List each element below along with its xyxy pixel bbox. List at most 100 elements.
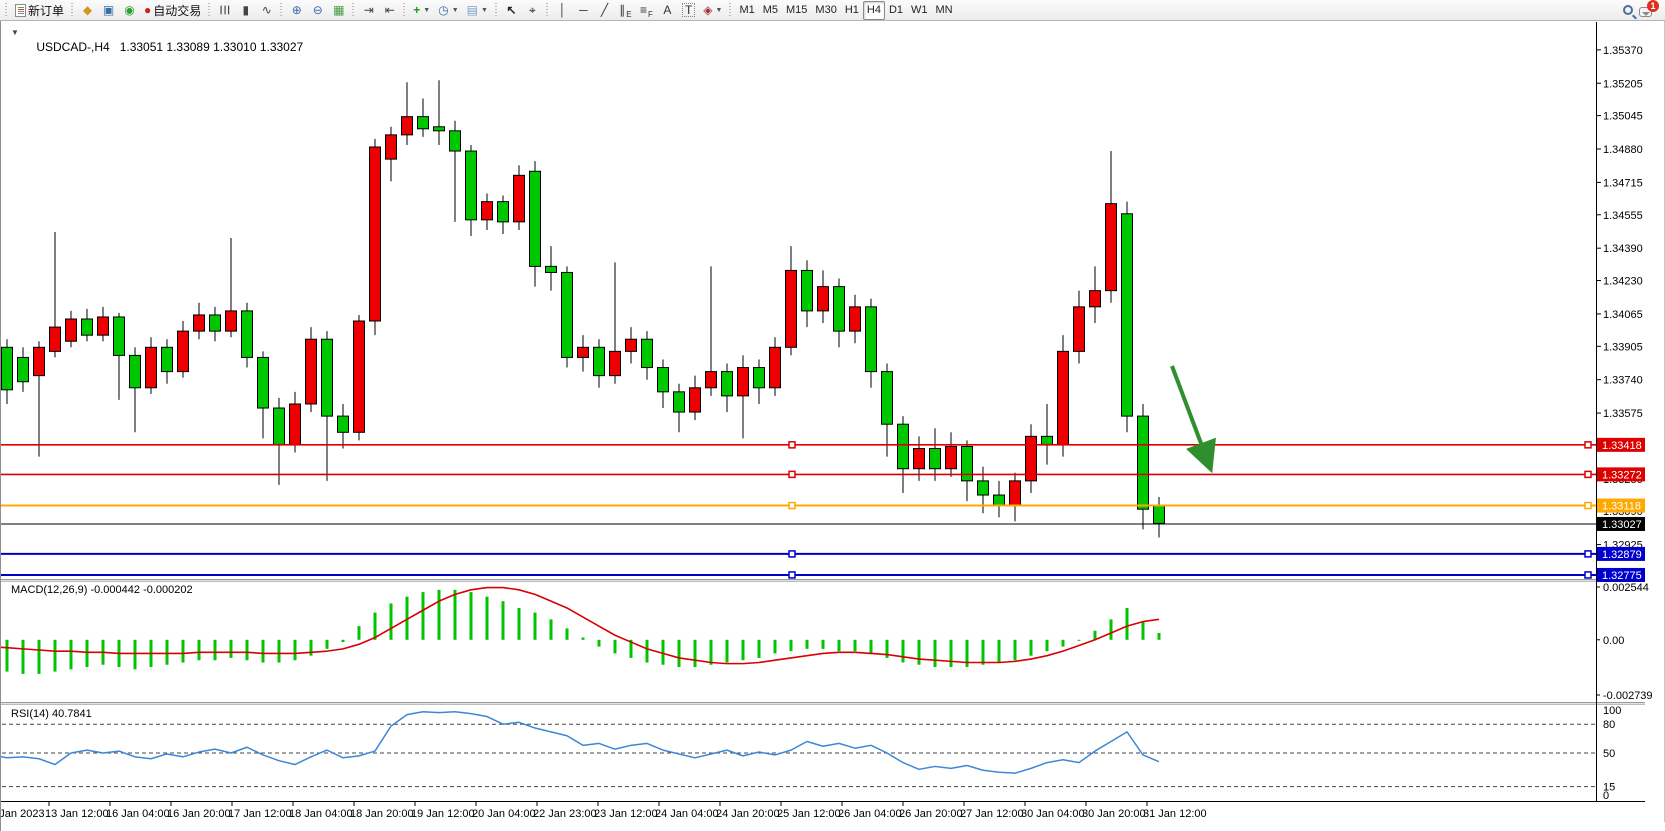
candle [977,480,989,496]
candle [209,314,221,332]
line-handle[interactable] [1584,470,1592,479]
zoom-in-icon: ⊕ [291,3,302,17]
market-watch-button[interactable]: ▣ [98,1,119,20]
search-icon[interactable] [1623,5,1633,15]
one-click-toggle-icon[interactable]: ▼ [11,28,19,37]
candlestick-button[interactable]: ▮ [235,1,256,20]
line-chart-button[interactable]: ∿ [256,1,277,20]
macd-histogram-bar [437,589,441,640]
toolbar-grip [278,2,286,18]
macd-histogram-bar [965,639,969,668]
gold-box-icon: ◆ [82,3,93,17]
fibonacci-button[interactable]: ≡ F [636,1,657,20]
timeframe-d1[interactable]: D1 [885,1,907,20]
tile-windows-button[interactable]: ▦ [328,1,349,20]
candle [1137,415,1149,510]
line-handle[interactable] [1584,501,1592,510]
arrows-button[interactable]: ◈ ▼ [699,1,726,20]
periods-button[interactable]: ◷ ▼ [434,1,462,20]
macd-histogram-bar [69,639,73,670]
line-handle[interactable] [1584,571,1592,579]
macd-histogram-bar [949,639,953,668]
charts-box-button[interactable]: ◆ [77,1,98,20]
candle [1105,203,1117,292]
macd-histogram-bar [1029,639,1033,656]
price-line-badge-label: 1.33118 [1602,501,1641,513]
line-handle[interactable] [788,550,796,558]
timeframe-m5[interactable]: M5 [759,1,782,20]
bar-chart-button[interactable]: ☰ [214,1,235,20]
price-tick-label: 1.34555 [1603,210,1643,222]
chevron-down-icon[interactable]: ▼ [481,6,488,14]
trendline-button[interactable]: ╱ [594,1,615,20]
macd-histogram-bar [917,639,921,665]
macd-histogram-bar [21,639,25,674]
vertical-line-icon: │ [558,3,567,17]
price-tick-label: 1.34715 [1603,177,1643,189]
price-chart-canvas[interactable]: 1.35370 1.35205 1.35045 1.34880 1.34715 1.345… [1,21,1665,831]
price-tick-label: 1.34390 [1603,243,1643,255]
chart-window[interactable]: 1.35370 1.35205 1.35045 1.34880 1.34715 1.345… [0,21,1665,831]
rsi-axis-label: 15 [1603,782,1615,794]
macd-histogram-bar [565,628,569,640]
line-handle[interactable] [788,571,796,579]
zoom-in-button[interactable]: ⊕ [286,1,307,20]
macd-histogram-bar [421,592,425,640]
chat-button[interactable]: 1 [1639,0,1659,18]
chevron-down-icon[interactable]: ▼ [715,6,723,14]
timeframe-w1[interactable]: W1 [907,1,932,20]
line-chart-icon: ∿ [261,3,272,17]
candle [897,423,909,470]
text-button[interactable]: A [657,1,678,20]
toolbar-groups: 新订单 ◆ ▣ ◉ ● 自动交易 ☰ ▮ ∿ ⊕ ⊖ ▦ ⇥ ⇤ + ▼ ◷ ▼ ▤ ▼ ↖ ⌖ │ ─ ╱ ∥ E ≡ F A T ◈ ▼ M1… [2,0,1623,20]
indicators-button[interactable]: + ▼ [409,1,434,20]
time-tick-label: 25 Jan 12:00 [777,808,841,820]
horizontal-line-button[interactable]: ─ [573,1,594,20]
line-handle[interactable] [788,501,796,510]
macd-histogram-bar [901,639,905,663]
timeframe-mn[interactable]: MN [932,1,957,20]
annotation-arrow[interactable] [1170,365,1216,474]
chart-shift-button[interactable]: ⇤ [379,1,400,20]
time-tick-label: 31 Jan 12:00 [1143,808,1207,820]
timeframe-h4[interactable]: H4 [862,0,885,20]
time-tick-label: 30 Jan 20:00 [1082,808,1146,820]
line-handle[interactable] [788,441,796,449]
candle [1089,290,1101,308]
autotrading-button[interactable]: ● 自动交易 [140,1,205,20]
pane-splitter[interactable] [1,702,1645,705]
templates-button[interactable]: ▤ ▼ [463,1,492,20]
candle [993,494,1005,506]
current-price-badge-label: 1.33027 [1602,519,1642,531]
crosshair-button[interactable]: ⌖ [522,1,543,20]
timeframe-m1[interactable]: M1 [735,1,758,20]
candle [849,306,861,332]
line-handle[interactable] [788,470,796,479]
time-axis-strip [1,822,1665,831]
timeframe-m1-label: M1 [739,4,755,16]
line-handle[interactable] [1584,550,1592,558]
equidistant-channel-button[interactable]: ∥ E [615,1,636,20]
pane-splitter[interactable] [1,579,1645,582]
timeframe-h1[interactable]: H1 [841,1,863,20]
line-handle[interactable] [1584,441,1592,449]
time-tick-label: 30 Jan 04:00 [1021,808,1085,820]
rsi-label: RSI(14) 40.7841 [11,708,92,720]
vertical-line-button[interactable]: │ [552,1,573,20]
toolbar-grip [727,2,735,18]
macd-axis-label: -0.002739 [1603,690,1653,702]
candle [353,320,365,433]
auto-scroll-button[interactable]: ⇥ [358,1,379,20]
cursor-button[interactable]: ↖ [501,1,522,20]
new-order-button[interactable]: 新订单 [11,1,68,20]
timeframe-m15[interactable]: M15 [782,1,811,20]
signals-button[interactable]: ◉ [119,1,140,20]
text-label-button[interactable]: T [678,1,699,20]
candle [769,346,781,389]
timeframe-m30[interactable]: M30 [811,1,840,20]
chevron-down-icon[interactable]: ▼ [451,6,459,14]
macd-histogram-bar [485,596,489,640]
candle [81,318,93,336]
chevron-down-icon[interactable]: ▼ [423,6,431,14]
zoom-out-button[interactable]: ⊖ [307,1,328,20]
